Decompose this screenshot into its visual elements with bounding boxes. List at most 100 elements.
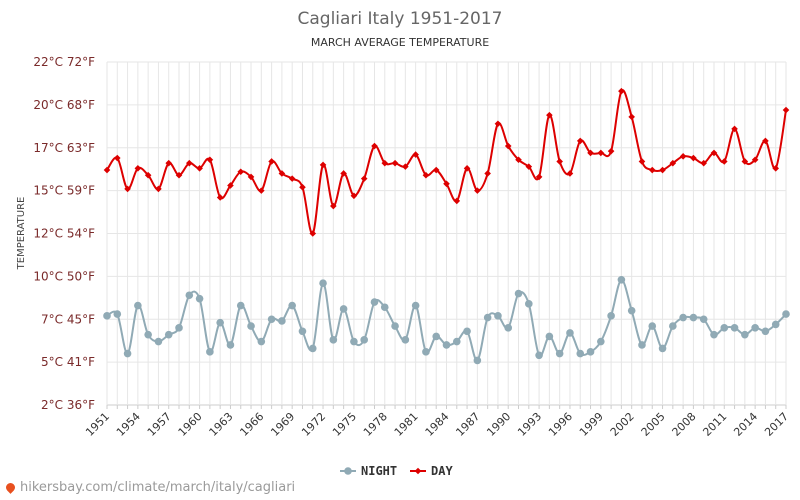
data-point	[587, 149, 594, 157]
y-axis-ticks: 2°C 36°F 5°C 41°F 7°C 45°F 10°C 50°F 12°C 54…	[33, 55, 95, 412]
data-point	[504, 324, 513, 332]
data-point	[422, 348, 430, 356]
data-point	[771, 320, 780, 329]
data-point	[113, 310, 122, 318]
chart-title: Cagliari Italy 1951-2017	[297, 9, 502, 29]
data-point	[463, 165, 471, 172]
data-point	[216, 318, 224, 327]
x-tick-label: 1996	[546, 410, 575, 439]
data-point	[288, 301, 296, 310]
data-point	[144, 171, 152, 179]
y-tick-label: 17°C 63°F	[33, 141, 95, 155]
data-point	[370, 298, 379, 306]
data-point	[216, 194, 224, 201]
data-point	[494, 312, 502, 320]
data-point	[607, 312, 615, 320]
data-point	[257, 337, 266, 346]
x-tick-label: 1999	[577, 410, 606, 439]
data-point	[175, 171, 183, 179]
data-point	[267, 315, 276, 324]
x-tick-label: 1984	[423, 410, 452, 439]
data-point	[782, 106, 790, 114]
data-point	[103, 312, 111, 320]
x-tick-label: 1981	[392, 410, 421, 439]
data-point	[165, 159, 173, 167]
data-point	[545, 332, 554, 341]
data-point	[473, 356, 482, 365]
x-tick-label: 1963	[207, 410, 236, 439]
data-point	[607, 147, 615, 155]
data-point	[401, 336, 410, 344]
data-point	[720, 324, 729, 332]
x-tick-label: 2008	[670, 410, 699, 439]
data-point	[381, 159, 389, 167]
data-point	[402, 163, 409, 170]
data-point	[484, 170, 491, 177]
data-point	[185, 291, 194, 300]
data-point	[483, 313, 492, 322]
x-tick-label: 1987	[453, 410, 482, 439]
data-point	[474, 187, 481, 194]
data-point	[576, 137, 584, 145]
data-point	[638, 341, 646, 349]
data-point	[679, 153, 687, 160]
data-point	[411, 301, 420, 310]
data-point	[699, 315, 708, 324]
data-point	[350, 192, 358, 200]
data-point	[504, 142, 512, 150]
legend-item-day[interactable]: DAY	[410, 464, 453, 478]
data-point	[247, 322, 255, 330]
data-point	[371, 142, 378, 150]
series	[103, 87, 790, 365]
data-point	[319, 279, 327, 288]
data-point	[319, 161, 327, 169]
data-point	[278, 317, 286, 325]
data-point	[762, 137, 769, 145]
data-point	[298, 327, 307, 336]
y-tick-label: 15°C 59°F	[33, 184, 95, 198]
data-point	[689, 313, 698, 322]
y-tick-label: 7°C 45°F	[41, 312, 95, 326]
data-point	[103, 166, 111, 174]
x-tick-label: 1954	[114, 410, 143, 439]
data-point	[627, 306, 636, 315]
data-point	[299, 183, 306, 191]
data-point	[206, 156, 214, 164]
series-night	[103, 276, 790, 365]
data-point	[546, 111, 553, 119]
data-point	[123, 349, 132, 358]
data-point	[628, 113, 635, 121]
data-point	[288, 175, 296, 182]
data-point	[720, 158, 728, 165]
data-point	[525, 163, 533, 170]
data-point	[340, 170, 347, 177]
data-point	[258, 187, 265, 194]
data-point	[134, 301, 142, 310]
data-point	[113, 154, 121, 162]
legend-swatch-marker	[344, 467, 352, 475]
legend-item-night[interactable]: NIGHT	[340, 464, 397, 478]
data-point	[638, 158, 646, 165]
x-tick-label: 1960	[176, 410, 205, 439]
data-point	[669, 159, 677, 167]
data-point	[772, 165, 780, 172]
x-tick-label: 2017	[762, 410, 791, 439]
data-point	[648, 322, 657, 330]
x-tick-label: 1972	[299, 410, 328, 439]
x-tick-label: 1951	[83, 410, 112, 439]
source-link[interactable]: hikersbay.com/climate/march/italy/caglia…	[4, 480, 295, 495]
data-point	[535, 173, 543, 181]
data-point	[741, 158, 749, 165]
data-point	[412, 151, 419, 158]
data-point	[186, 159, 193, 167]
data-point	[730, 324, 739, 332]
data-point	[658, 344, 667, 353]
y-tick-label: 12°C 54°F	[33, 227, 95, 241]
data-point	[751, 156, 759, 164]
y-tick-label: 10°C 50°F	[33, 269, 95, 283]
y-tick-label: 5°C 41°F	[41, 355, 95, 369]
data-point	[360, 175, 368, 182]
data-point	[329, 336, 338, 344]
chart-subtitle: MARCH AVERAGE TEMPERATURE	[311, 36, 489, 49]
data-point	[391, 322, 399, 330]
